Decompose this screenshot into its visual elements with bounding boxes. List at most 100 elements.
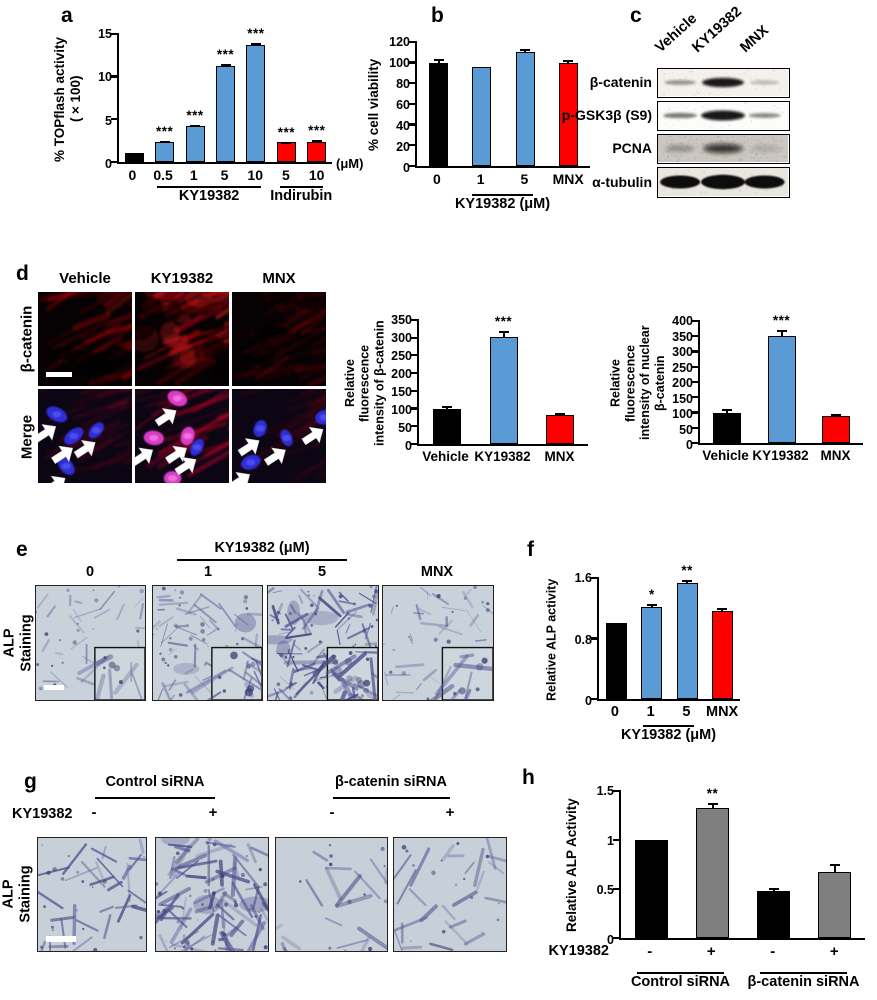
- y-tick-label: 80: [396, 77, 410, 92]
- group-underline: [760, 972, 847, 974]
- error-bar: [707, 802, 718, 808]
- y-axis-ticks: 0 50 100 150 200 250 300 350: [385, 313, 417, 453]
- error-bar: [311, 140, 322, 143]
- unit-label: (μM): [336, 156, 364, 171]
- group-label: β-catenin siRNA: [747, 974, 860, 990]
- chart-fluorescence-nuclear-beta-catenin: Relative fluorescence intensity of nuclea…: [609, 313, 863, 471]
- x-tick-label: +: [706, 943, 716, 960]
- bar-relative_alp_activity_sirna-2: [757, 890, 790, 938]
- y-tick-label: 120: [389, 35, 410, 49]
- y-tick-label: 10: [98, 70, 112, 85]
- y-tick-mark: [692, 319, 700, 322]
- x-tick-label: MNX: [544, 449, 575, 464]
- significance-label: ***: [247, 26, 265, 42]
- y-tick-label: 50: [398, 421, 412, 436]
- y-tick-label: 100: [672, 407, 693, 421]
- y-axis-ticks: 0 0.5 1 1.5: [583, 784, 619, 947]
- y-axis-ticks: 0 20 40 60 80 100 120: [385, 35, 415, 175]
- x-tick-label: 5: [282, 167, 290, 183]
- y-axis-ticks: 0 50 100 150 200 250 300 350 400: [664, 314, 698, 452]
- plot-area: ***: [591, 563, 740, 701]
- immuno-image-merge-2: [232, 389, 326, 483]
- panel-b-label: b: [431, 4, 444, 27]
- significance-label: ***: [216, 47, 235, 63]
- x-tick-label: -: [647, 943, 653, 960]
- bar-cell_viability-0: [429, 62, 449, 166]
- bar-fluorescence_beta_catenin-0: [433, 408, 462, 444]
- x-tick-label: 0: [128, 167, 137, 183]
- y-tick-label: 350: [391, 313, 412, 327]
- y-tick-label: 0.5: [596, 883, 614, 898]
- significance-label: ***: [308, 123, 326, 139]
- y-tick-mark: [591, 576, 599, 579]
- alp-sirna-image-3: [393, 837, 507, 952]
- y-tick-label: 1.5: [596, 784, 614, 798]
- error-bar: [717, 607, 728, 612]
- immuno-image-merge-1: [135, 389, 229, 483]
- bar-cell_viability-3: [558, 62, 578, 166]
- x-tick-label: 1: [476, 171, 485, 187]
- significance-label: *: [648, 586, 655, 602]
- bar-topflash-1: [155, 141, 175, 162]
- bar-relative_alp_activity_sirna-1: [696, 807, 729, 938]
- y-tick-mark: [613, 789, 621, 792]
- group-label: KY19382: [178, 188, 240, 204]
- error-bar: [829, 863, 840, 873]
- y-tick-mark: [692, 441, 700, 444]
- chart-relative-alp-activity-dose: Relative ALP activity 0 0.8 1.6 * ** 0 1 5 MNX KY1…: [541, 563, 740, 751]
- bar-cell_viability-2: [515, 52, 535, 166]
- x-tick-label: MNX: [820, 448, 851, 463]
- alp-sirna-treatment-mark: +: [208, 804, 218, 821]
- error-bar: [442, 405, 453, 409]
- y-tick-mark: [411, 336, 419, 339]
- bar-relative_alp_activity_sirna-0: [635, 840, 668, 938]
- y-tick-mark: [692, 350, 700, 353]
- y-tick-label: 0: [607, 933, 614, 947]
- y-tick-label: 0: [405, 439, 412, 453]
- x-tick-label: MNX: [706, 704, 739, 720]
- y-tick-label: 15: [98, 27, 112, 41]
- x-tick-label: 5: [682, 704, 691, 720]
- y-axis-ticks: 0 5 10 15: [91, 27, 117, 171]
- y-tick-mark: [409, 61, 417, 64]
- bar-cell_viability-1: [472, 66, 492, 166]
- y-tick-label: 40: [396, 119, 410, 134]
- y-tick-label: 1: [607, 833, 614, 848]
- alp-dose-image-1: [152, 585, 263, 701]
- y-tick-label: 60: [396, 98, 410, 112]
- y-tick-label: 250: [391, 349, 412, 363]
- x-tick-label: 10: [247, 167, 263, 183]
- bar-fluorescence_beta_catenin-1: [489, 336, 518, 444]
- x-axis-prefix-label: KY19382: [548, 943, 609, 959]
- y-tick-label: 400: [672, 314, 693, 328]
- significance-label: ***: [186, 108, 204, 124]
- significance-label: **: [706, 785, 719, 801]
- y-tick-label: 0: [105, 157, 112, 171]
- bar-relative_alp_activity_dose-3: [711, 611, 733, 699]
- alp-sirna-image-0: [37, 837, 147, 952]
- error-bar: [281, 141, 292, 144]
- x-axis-area: - + - + KY19382 Control siRNA β-catenin siRNA: [549, 940, 865, 998]
- y-tick-mark: [692, 380, 700, 383]
- bar-relative_alp_activity_sirna-3: [818, 872, 851, 938]
- error-bar: [646, 603, 657, 607]
- alp-dose-column-label: MNX: [420, 564, 454, 580]
- y-tick-mark: [613, 838, 621, 842]
- error-bar: [498, 331, 509, 337]
- y-tick-mark: [613, 936, 621, 939]
- y-tick-mark: [411, 318, 419, 321]
- y-tick-mark: [692, 411, 700, 414]
- y-tick-label: 350: [672, 329, 693, 344]
- x-tick-label: 1: [189, 167, 198, 183]
- error-bar: [682, 579, 693, 584]
- bar-relative_alp_activity_dose-1: [641, 606, 663, 699]
- blot-row-label: β-catenin: [589, 74, 652, 90]
- x-axis-area: 0 1 5 MNX KY19382 (μM): [415, 168, 590, 220]
- y-tick-mark: [409, 102, 417, 105]
- blot-strip-2: [657, 134, 790, 164]
- y-tick-mark: [111, 160, 119, 163]
- error-bar: [520, 49, 531, 53]
